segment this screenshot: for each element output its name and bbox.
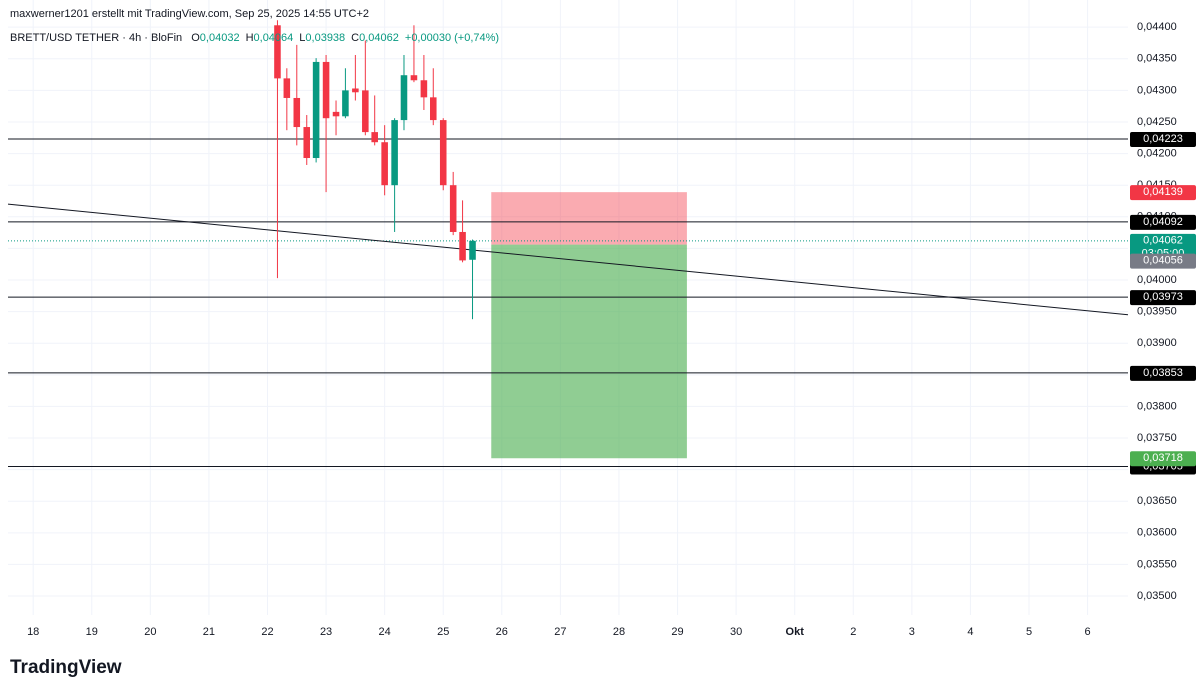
candle-body [420, 80, 428, 98]
price-line-label-bg [1130, 290, 1196, 306]
price-line-label-bg [1130, 214, 1196, 230]
entry-label: 0,04056 [1143, 255, 1183, 267]
y-tick-label: 0,03950 [1137, 306, 1177, 318]
y-tick-label: 0,03900 [1137, 337, 1177, 349]
candle-body [362, 90, 369, 133]
candle-body [293, 97, 301, 128]
x-tick-label: 2 [850, 626, 856, 638]
legend-value: 0,04062 [359, 32, 399, 44]
target-label-bg [1130, 451, 1196, 467]
price-line-label: 0,03973 [1143, 291, 1183, 303]
candle-body [391, 120, 398, 186]
candle-body [332, 111, 340, 117]
candle-body [283, 78, 291, 98]
x-tick-label: 21 [203, 626, 215, 638]
x-tick-label: 29 [671, 626, 683, 638]
x-tick-label: 27 [554, 626, 566, 638]
y-tick-label: 0,03800 [1137, 400, 1177, 412]
x-tick-label: 28 [613, 626, 625, 638]
candle-body [274, 25, 281, 79]
x-tick-label: 19 [86, 626, 98, 638]
candle-body [381, 142, 388, 186]
x-tick-label: 18 [27, 626, 39, 638]
stop-label: 0,04139 [1143, 186, 1183, 198]
x-tick-label: 25 [437, 626, 449, 638]
x-tick-label: 6 [1085, 626, 1091, 638]
candle-body [303, 127, 311, 159]
y-tick-label: 0,04350 [1137, 53, 1177, 65]
price-line-label-bg [1130, 365, 1196, 381]
x-tick-label: 3 [909, 626, 915, 638]
y-tick-label: 0,04400 [1137, 21, 1177, 33]
y-tick-label: 0,04300 [1137, 84, 1177, 96]
x-tick-label: 22 [261, 626, 273, 638]
y-tick-label: 0,04000 [1137, 274, 1177, 286]
candle-body [459, 231, 466, 261]
x-tick-label: 30 [730, 626, 742, 638]
price-line-label: 0,04223 [1143, 133, 1183, 145]
y-tick-label: 0,03650 [1137, 495, 1177, 507]
chart-title: maxwerner1201 erstellt mit TradingView.c… [10, 8, 370, 20]
y-tick-label: 0,03550 [1137, 558, 1177, 570]
trend-line [7, 203, 1129, 316]
candle-body [449, 185, 457, 232]
candle-body [410, 75, 418, 81]
symbol: BRETT/USD TETHER · 4h · BloFin [10, 32, 183, 44]
candle-body [439, 120, 447, 186]
x-tick-label: 4 [967, 626, 973, 638]
current-price-label: 0,04062 [1143, 235, 1183, 247]
price-line-label: 0,04092 [1143, 216, 1183, 228]
x-tick-label: 5 [1026, 626, 1032, 638]
y-tick-label: 0,03600 [1137, 527, 1177, 539]
y-tick-label: 0,03500 [1137, 590, 1177, 602]
stop-zone [491, 192, 687, 245]
x-tick-label: Okt [786, 626, 805, 638]
legend-key: H [245, 32, 254, 44]
y-tick-label: 0,03750 [1137, 432, 1177, 444]
legend-key: O [191, 32, 200, 44]
candle-body [322, 61, 330, 119]
logo: TradingView [10, 657, 122, 678]
target-zone [491, 244, 687, 459]
candle-body [371, 132, 378, 143]
target-label: 0,03718 [1143, 452, 1183, 464]
x-tick-label: 26 [496, 626, 508, 638]
candle-body [352, 88, 359, 93]
symbol-legend: BRETT/USD TETHER · 4h · BloFin O0,04032 H… [10, 32, 505, 44]
legend-key: C [351, 32, 360, 44]
stop-label-bg [1130, 185, 1196, 201]
legend-key: L [299, 32, 306, 44]
x-tick-label: 24 [379, 626, 391, 638]
legend-value: 0,04032 [199, 32, 240, 44]
price-line-label: 0,03853 [1143, 367, 1183, 379]
candle-body [400, 75, 408, 121]
x-tick-label: 20 [144, 626, 156, 638]
entry-label-bg [1130, 253, 1196, 269]
y-tick-label: 0,04250 [1137, 116, 1177, 128]
candle-body [429, 97, 437, 121]
price-line-label-bg [1130, 132, 1196, 148]
legend-value: 0,04064 [253, 32, 294, 44]
x-tick-label: 23 [320, 626, 332, 638]
legend-value: 0,03938 [305, 32, 346, 44]
legend-change: +0,00030 (+0,74%) [404, 32, 500, 44]
candle-body [469, 240, 476, 260]
candle-body [312, 61, 320, 159]
y-tick-label: 0,04200 [1137, 147, 1177, 159]
candle-body [342, 90, 349, 117]
